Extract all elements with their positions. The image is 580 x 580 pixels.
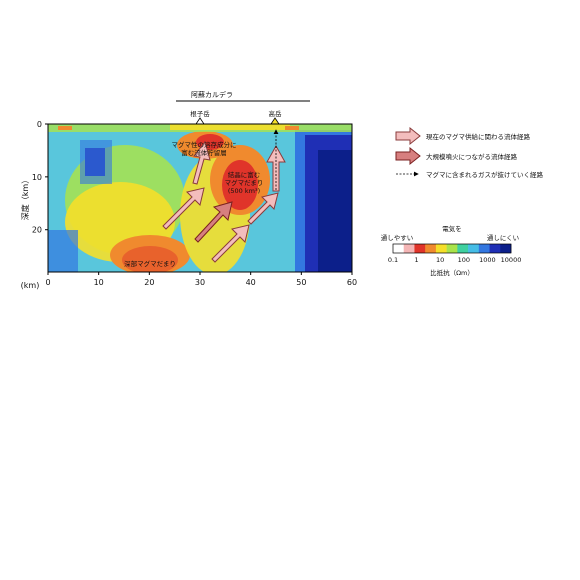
- colorbar-cell: [435, 244, 447, 253]
- colorbar-tick-label: 1000: [479, 256, 496, 264]
- legend-arrow-large: [395, 146, 421, 166]
- y-axis-ticks: 0 10 20: [32, 120, 48, 235]
- colorbar-tick-label: 0.1: [388, 256, 398, 264]
- peak-marker-nekodake: [195, 117, 205, 125]
- fluid-path-arrow-2: [192, 140, 211, 185]
- x-axis-unit: (km): [21, 281, 40, 290]
- flow-path-arrows: [162, 129, 286, 263]
- peak-label-nekodake: 根子岳: [190, 109, 210, 118]
- deep-reservoir-label: 深部マグマだまり: [124, 259, 176, 268]
- colorbar-title: 電気を: [442, 224, 462, 233]
- y-tick-label: 10: [32, 173, 42, 182]
- caldera-label: 阿蘇カルデラ: [191, 90, 233, 99]
- colorbar-cell: [403, 244, 415, 253]
- colorbar-tick-label: 100: [458, 256, 470, 264]
- legend: 現在のマグマ供給に関わる流体経路 大規模噴火につながる流体経路 マグマに含まれる…: [395, 126, 544, 179]
- colorbar-tick-label: 10000: [501, 256, 522, 264]
- fluid-path-arrow-3: [211, 224, 250, 263]
- x-tick-label: 30: [195, 278, 205, 287]
- legend-label-large: 大規模噴火につながる流体経路: [426, 152, 518, 161]
- peak-label-takadake: 高岳: [269, 109, 283, 118]
- crystal-mush-label-line1: 結晶に富む: [228, 170, 261, 179]
- colorbar: 電気を 通しやすい 通しにくい 0.1 1 10 100 1000 10000 比抵抗（Ω…: [381, 224, 522, 277]
- colorbar-cell: [414, 244, 426, 253]
- crystal-mush-label-line3: (500 km³): [228, 187, 260, 195]
- colorbar-left-label: 通しやすい: [381, 233, 413, 242]
- fluid-path-arrow-4: [247, 192, 279, 225]
- colorbar-cell: [446, 244, 458, 253]
- x-tick-label: 20: [144, 278, 154, 287]
- colorbar-cell: [478, 244, 490, 253]
- colorbar-frame: [392, 243, 512, 254]
- x-tick-label: 40: [246, 278, 256, 287]
- y-tick-label: 20: [32, 226, 42, 235]
- y-tick-label: 0: [37, 120, 42, 129]
- colorbar-cell: [457, 244, 469, 253]
- fluid-reservoir-label-line1: マグマ性の溶存成分に: [172, 140, 237, 149]
- colorbar-tick-label: 10: [436, 256, 444, 264]
- colorbar-cell: [468, 244, 480, 253]
- colorbar-right-label: 通しにくい: [487, 233, 519, 242]
- x-tick-label: 10: [94, 278, 104, 287]
- colorbar-cell: [425, 244, 437, 253]
- fluid-path-arrow-1: [162, 187, 205, 230]
- x-tick-label: 0: [45, 278, 50, 287]
- crystal-mush-label-line2: マグマだまり: [225, 178, 264, 187]
- x-axis-ticks: 0 10 20 30 40 50 60: [45, 272, 357, 287]
- colorbar-cell: [393, 244, 405, 253]
- x-tick-label: 60: [347, 278, 357, 287]
- legend-label-current: 現在のマグマ供給に関わる流体経路: [426, 132, 531, 141]
- legend-arrow-current: [395, 126, 421, 146]
- legend-label-gas: マグマに含まれるガスが抜けていく経路: [426, 170, 544, 179]
- colorbar-caption: 比抵抗（Ωm）: [430, 268, 474, 277]
- colorbar-tick-label: 1: [415, 256, 419, 264]
- fluid-reservoir-label-line2: 富む流体貯留層: [181, 148, 227, 157]
- peak-marker-takadake: [270, 117, 280, 125]
- large-eruption-path-arrow: [194, 201, 233, 243]
- colorbar-cell: [489, 244, 501, 253]
- y-axis-label: 深度（km）: [20, 176, 30, 220]
- colorbar-cell: [500, 244, 512, 253]
- x-tick-label: 50: [296, 278, 306, 287]
